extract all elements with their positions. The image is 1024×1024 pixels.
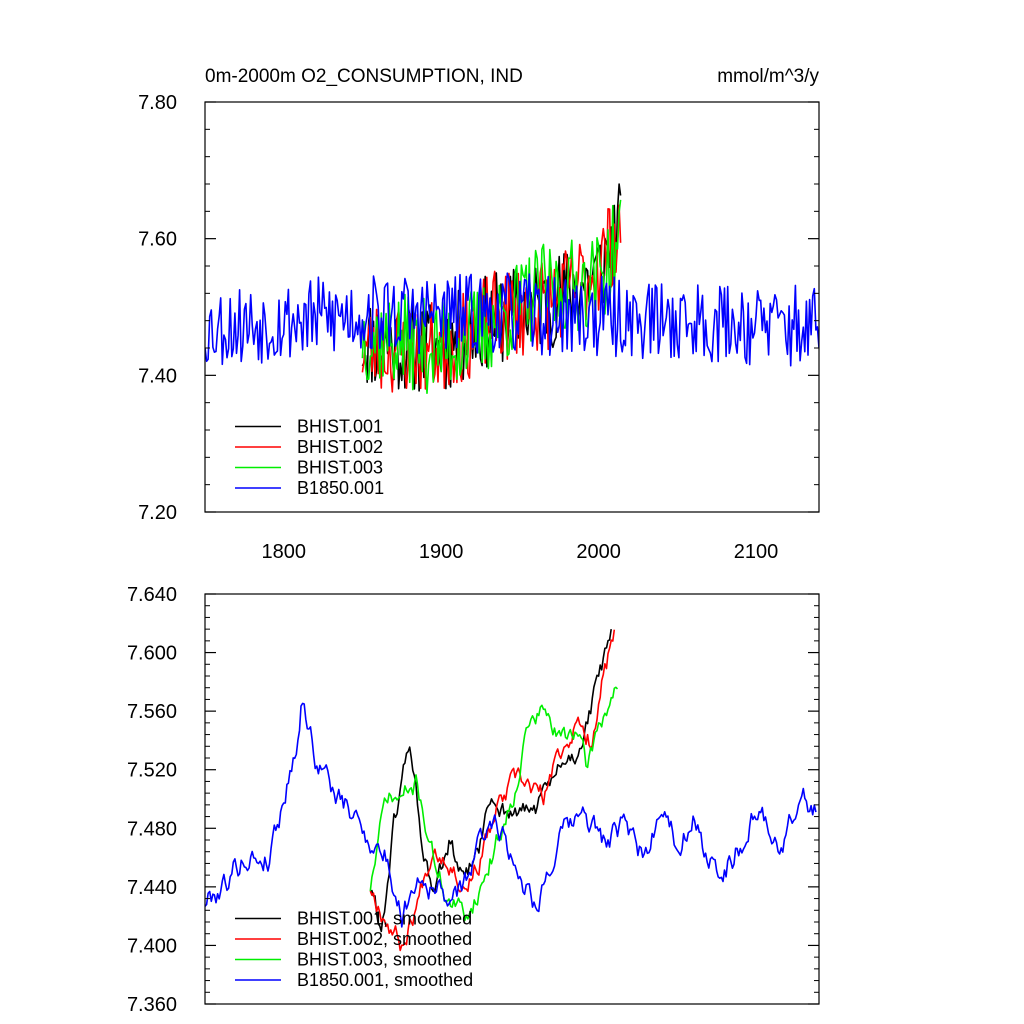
y-tick-label: 7.640 xyxy=(127,584,177,606)
panel-1: 7.20 7.40 7.60 7.80 1800 1900 2000 2100 0m-2000m… xyxy=(138,66,820,563)
legend-label: B1850.001, smoothed xyxy=(297,970,473,990)
series-line-bhist-003-smoothed xyxy=(369,686,619,922)
y-tick-label: 7.60 xyxy=(138,229,177,251)
series-group xyxy=(205,628,817,952)
y-tick-label: 7.520 xyxy=(127,760,177,782)
legend-label: BHIST.002, smoothed xyxy=(297,929,472,949)
y-tick-label: 7.560 xyxy=(127,701,177,723)
legend-label: BHIST.001 xyxy=(297,417,383,437)
y-tick-label: 7.80 xyxy=(138,92,177,114)
plot-frame xyxy=(204,101,820,513)
y-tick-label: 7.40 xyxy=(138,365,177,387)
chart-units: mmol/m^3/y xyxy=(717,66,819,87)
series-line-b1850-001 xyxy=(205,272,819,367)
y-tick-label: 7.600 xyxy=(127,643,177,665)
y-tick-label: 7.480 xyxy=(127,818,177,840)
y-tick-label: 7.360 xyxy=(127,994,177,1016)
y-tick-label: 7.20 xyxy=(138,502,177,524)
legend-label: BHIST.002 xyxy=(297,437,383,457)
y-tick-label: 7.400 xyxy=(127,935,177,957)
x-tick-label: 2000 xyxy=(576,541,621,563)
panel-2: 7.360 7.400 7.440 7.480 7.520 7.560 7.600 7.640… xyxy=(127,584,820,1016)
chart-title: 0m-2000m O2_CONSUMPTION, IND xyxy=(205,66,523,87)
series-group xyxy=(205,183,819,395)
series-line-bhist-001-smoothed xyxy=(370,628,612,933)
legend-label: B1850.001 xyxy=(297,478,384,498)
x-tick-label: 1800 xyxy=(261,541,306,563)
legend-label: BHIST.003 xyxy=(297,458,383,478)
x-tick-label: 2100 xyxy=(734,541,779,563)
legend-label: BHIST.003, smoothed xyxy=(297,950,472,970)
legend-label: BHIST.001, smoothed xyxy=(297,909,472,929)
x-tick-label: 1900 xyxy=(419,541,464,563)
series-line-b1850-001-smoothed xyxy=(205,702,817,928)
y-tick-label: 7.440 xyxy=(127,877,177,899)
plot-frame xyxy=(204,593,820,1005)
